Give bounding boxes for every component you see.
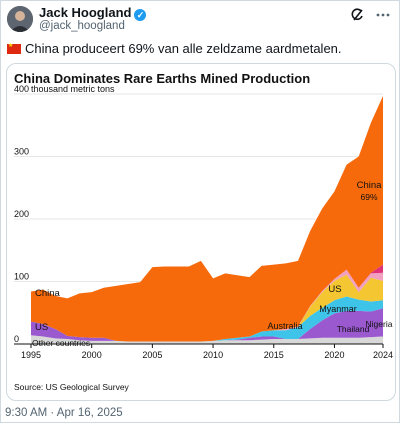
tweet-text: China produceert 69% van alle zeldzame a… <box>25 41 342 56</box>
more-icon[interactable] <box>375 7 391 23</box>
label-china-left: China <box>35 288 61 299</box>
y-tick-label: 0 <box>14 334 19 344</box>
chart-title: China Dominates Rare Earths Mined Produc… <box>14 71 310 86</box>
label-australia: Australia <box>267 321 302 331</box>
x-tick-label: 2010 <box>203 350 223 360</box>
author-name-text[interactable]: Jack Hoogland <box>39 5 132 20</box>
x-tick-label: 2000 <box>82 350 102 360</box>
y-axis-label: thousand metric tons <box>31 84 115 94</box>
chart-source: Source: US Geological Survey <box>14 382 130 392</box>
label-china: China <box>357 180 383 191</box>
chart-image[interactable]: China Dominates Rare Earths Mined Produc… <box>6 63 396 401</box>
tweet-timestamp[interactable]: 9:30 AM · Apr 16, 2025 <box>5 407 123 419</box>
verified-badge-icon: ✓ <box>134 9 147 21</box>
area-us <box>31 308 383 342</box>
area-chart: China Dominates Rare Earths Mined Produc… <box>14 71 393 392</box>
area-china <box>31 95 383 342</box>
area-australia <box>31 296 383 342</box>
author-handle[interactable]: @jack_hoogland <box>39 20 125 32</box>
y-tick-label: 400 <box>14 84 29 94</box>
author-name[interactable]: Jack Hoogland ✓ <box>39 5 147 21</box>
x-tick-label: 2005 <box>142 350 162 360</box>
avatar[interactable] <box>7 6 33 32</box>
chart-axis: 0 100 200 300 400 thousand metric tons 1995 200… <box>14 84 393 360</box>
china-flag-icon <box>7 42 21 54</box>
area-myanmar <box>31 274 383 342</box>
label-other-countries: Other countries <box>32 338 90 348</box>
label-nigeria: Nigeria <box>366 319 393 329</box>
x-tick-label: 2024 <box>373 350 393 360</box>
label-thailand: Thailand <box>337 324 370 334</box>
label-us-left: US <box>35 322 48 333</box>
chart-series-labels: ChinaChina69%USUSAustraliaMyanmarThailan… <box>32 180 393 348</box>
area-other-countries <box>31 335 383 344</box>
y-tick-label: 200 <box>14 209 29 219</box>
chart-areas <box>31 95 383 344</box>
grok-icon[interactable] <box>349 7 365 23</box>
label-china-share: 69% <box>360 192 377 202</box>
y-tick-label: 100 <box>14 272 29 282</box>
y-tick-label: 300 <box>14 147 29 157</box>
label-myanmar: Myanmar <box>319 304 357 314</box>
tweet-actions <box>349 7 391 23</box>
label-us: US <box>328 284 341 295</box>
x-tick-label: 1995 <box>21 350 41 360</box>
x-tick-label: 2020 <box>324 350 344 360</box>
x-tick-label: 2015 <box>264 350 284 360</box>
